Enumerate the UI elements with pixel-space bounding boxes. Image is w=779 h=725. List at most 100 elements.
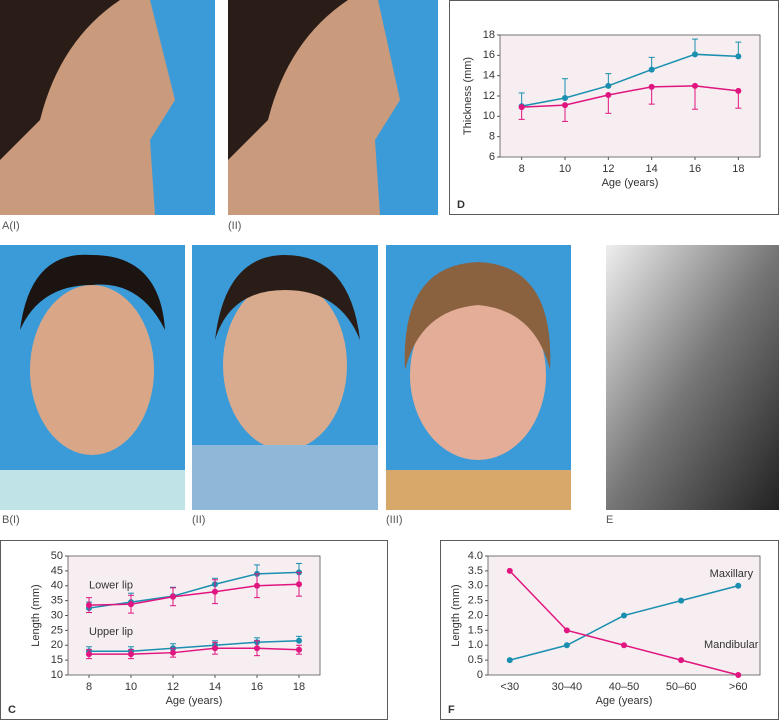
marker xyxy=(621,612,627,619)
panel-letter: F xyxy=(448,704,455,716)
x-axis-label: Age (years) xyxy=(596,695,653,707)
y-tick-label: 0 xyxy=(477,669,483,681)
marker xyxy=(678,657,685,664)
marker xyxy=(563,642,570,649)
marker xyxy=(735,87,742,94)
y-tick-label: 8 xyxy=(489,131,495,143)
y-tick-label: 1.0 xyxy=(468,639,483,651)
marker xyxy=(605,91,612,98)
photo-a2 xyxy=(228,0,438,215)
photo-b2 xyxy=(192,245,378,510)
photo-label: B(I) xyxy=(2,514,20,526)
annotation: Upper lip xyxy=(89,626,133,638)
series-line xyxy=(521,85,739,108)
series-line xyxy=(521,53,739,107)
y-tick-label: 35 xyxy=(51,595,63,607)
x-tick-label: 12 xyxy=(602,163,614,175)
y-tick-label: 30 xyxy=(51,609,63,621)
x-tick-label: 12 xyxy=(167,681,179,693)
x-tick-label: 10 xyxy=(559,163,571,175)
plot-area xyxy=(499,34,761,158)
y-tick-label: 25 xyxy=(51,624,63,636)
photo-b1 xyxy=(0,245,185,510)
y-tick-label: 4.0 xyxy=(468,550,483,562)
y-axis-label: Length (mm) xyxy=(450,584,462,646)
photo-label: (II) xyxy=(228,220,241,232)
x-tick-label: 16 xyxy=(689,163,701,175)
photo-e xyxy=(606,245,779,510)
x-axis-label: Age (years) xyxy=(602,177,659,189)
marker xyxy=(563,627,570,634)
x-tick-label: 18 xyxy=(732,163,744,175)
x-tick-label: 18 xyxy=(293,681,305,693)
marker xyxy=(212,588,218,595)
marker xyxy=(86,651,92,658)
photo-label: A(I) xyxy=(2,220,20,232)
x-tick-label: 8 xyxy=(86,681,92,693)
y-tick-label: 3.0 xyxy=(468,580,483,592)
marker xyxy=(562,95,568,102)
y-tick-label: 40 xyxy=(51,580,63,592)
y-tick-label: 2.5 xyxy=(468,595,483,607)
marker xyxy=(562,102,568,109)
marker xyxy=(692,51,698,58)
marker xyxy=(170,593,176,600)
marker xyxy=(296,581,302,588)
photo-label: (II) xyxy=(192,514,205,526)
x-tick-label: 14 xyxy=(209,681,221,693)
marker xyxy=(678,597,685,604)
y-tick-label: 18 xyxy=(483,29,495,41)
panel-letter: C xyxy=(8,704,16,716)
x-tick-label: 10 xyxy=(125,681,137,693)
y-tick-label: 3.5 xyxy=(468,565,483,577)
y-tick-label: 50 xyxy=(51,550,63,562)
marker xyxy=(518,104,525,111)
y-tick-label: 20 xyxy=(51,639,63,651)
x-tick-label: 30–40 xyxy=(552,681,583,693)
series-line xyxy=(89,640,300,652)
marker xyxy=(506,657,513,664)
marker xyxy=(170,649,176,656)
annotation: Lower lip xyxy=(89,580,133,592)
y-tick-label: 1.5 xyxy=(468,624,483,636)
x-tick-label: 50–60 xyxy=(666,681,697,693)
y-tick-label: 14 xyxy=(483,70,495,82)
plot-area xyxy=(67,555,321,676)
marker xyxy=(128,651,134,658)
y-tick-label: 10 xyxy=(51,669,63,681)
panel-letter: D xyxy=(457,199,465,211)
y-axis-label: Thickness (mm) xyxy=(462,57,474,135)
x-tick-label: 16 xyxy=(251,681,263,693)
marker xyxy=(621,642,627,649)
marker xyxy=(254,645,260,652)
y-tick-label: 6 xyxy=(489,151,495,163)
y-tick-label: 16 xyxy=(483,49,495,61)
marker xyxy=(212,645,218,652)
marker xyxy=(735,582,742,589)
marker xyxy=(128,601,134,608)
marker xyxy=(605,82,612,89)
marker xyxy=(735,53,742,60)
marker xyxy=(648,83,655,90)
marker xyxy=(86,602,92,609)
x-tick-label: 14 xyxy=(646,163,658,175)
photo-label: (III) xyxy=(386,514,403,526)
y-tick-label: 0.5 xyxy=(468,654,483,666)
x-tick-label: <30 xyxy=(500,681,519,693)
photo-a1 xyxy=(0,0,215,215)
marker xyxy=(254,582,260,589)
y-tick-label: 45 xyxy=(51,565,63,577)
y-axis-label: Length (mm) xyxy=(30,584,42,646)
photo-b3 xyxy=(386,245,571,510)
y-tick-label: 2.0 xyxy=(468,609,483,621)
marker xyxy=(296,637,302,644)
y-tick-label: 15 xyxy=(51,654,63,666)
y-tick-label: 10 xyxy=(483,110,495,122)
annotation: Maxillary xyxy=(710,568,754,580)
y-tick-label: 12 xyxy=(483,90,495,102)
marker xyxy=(648,66,655,73)
x-tick-label: 8 xyxy=(519,163,525,175)
x-tick-label: >60 xyxy=(729,681,748,693)
annotation: Mandibular xyxy=(704,639,759,651)
series-line xyxy=(89,647,300,655)
